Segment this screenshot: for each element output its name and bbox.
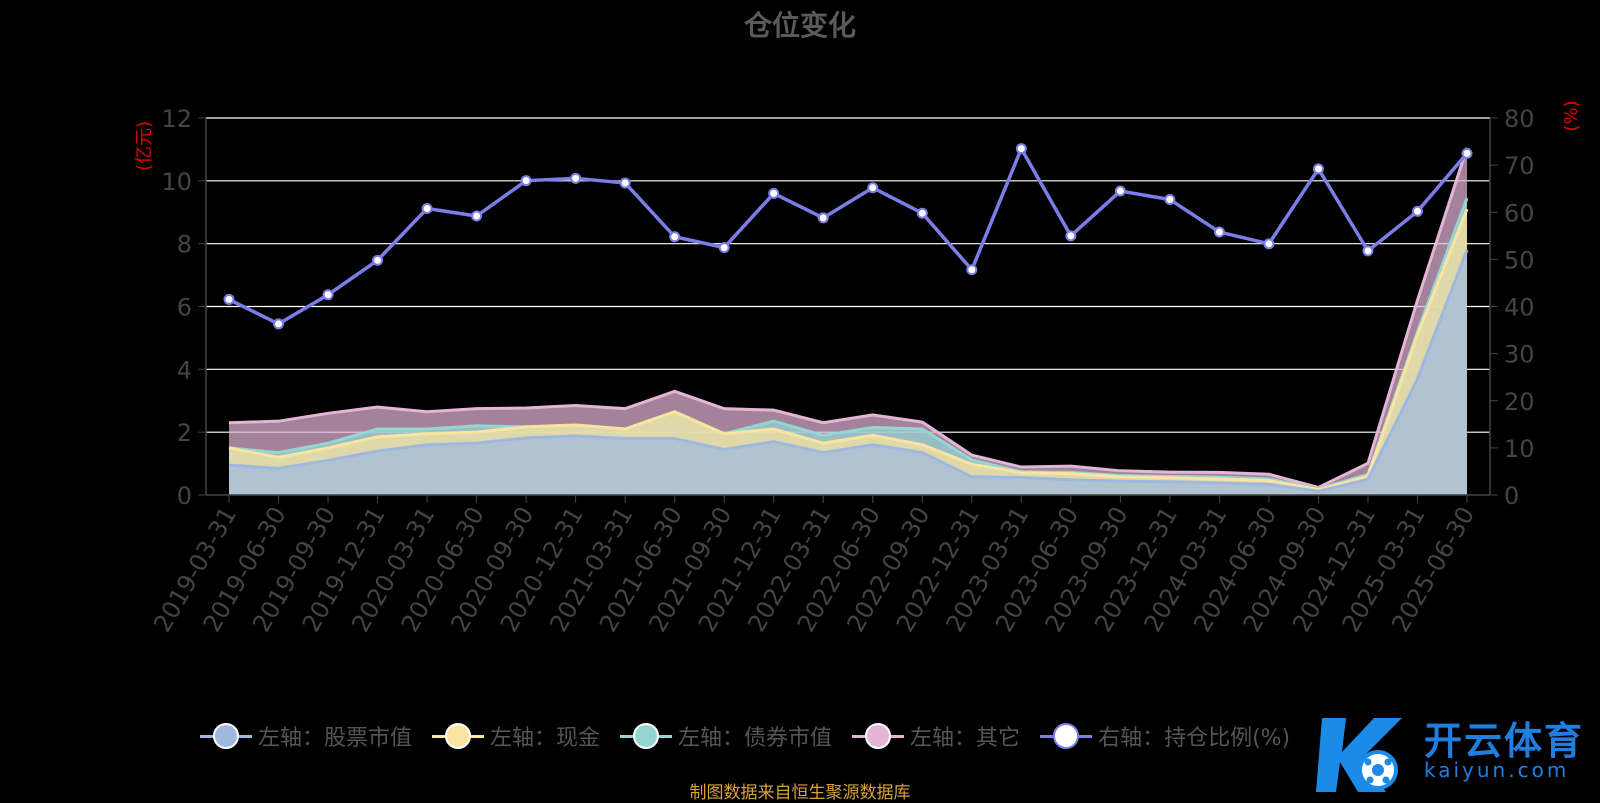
line-stock <box>228 249 1469 493</box>
ratio-point <box>1213 226 1225 238</box>
watermark-domain: kaiyun.com <box>1424 758 1570 782</box>
legend-label-cash: 左轴：现金 <box>490 726 601 751</box>
ratio-point <box>1114 185 1126 197</box>
left-axis-tick-label: 0 <box>177 482 192 510</box>
area-layer <box>228 147 1469 496</box>
ratio-point <box>1015 143 1027 155</box>
ratio-point <box>1065 230 1077 242</box>
ratio-point <box>1164 194 1176 206</box>
legend-label-stock: 左轴：股票市值 <box>258 726 413 751</box>
left-axis-tick-label: 12 <box>161 105 192 133</box>
right-axis-tick-label: 70 <box>1504 152 1535 180</box>
ratio-point <box>1312 163 1324 175</box>
legend-dot <box>213 723 239 749</box>
ratio-point <box>1263 238 1275 250</box>
legend-dot <box>445 723 472 749</box>
legend-label-ratio: 右轴：持仓比例(%) <box>1098 726 1291 751</box>
ratio-point <box>471 210 483 222</box>
right-axis-unit-label: (%) <box>1561 100 1582 131</box>
ratio-point <box>718 242 730 254</box>
left-axis-tick-label: 6 <box>177 294 192 322</box>
left-axis-tick-label: 10 <box>161 168 192 196</box>
legend-dot <box>865 723 892 749</box>
legend-label-bond: 左轴：债券市值 <box>678 726 833 751</box>
left-axis-tick-label: 8 <box>177 231 192 259</box>
right-axis-tick-label: 40 <box>1504 294 1535 322</box>
left-axis-unit-label: (亿元) <box>134 121 155 171</box>
ratio-point <box>867 182 879 194</box>
ratio-point <box>223 293 235 305</box>
ratio-point <box>966 264 978 276</box>
ratio-point <box>817 212 829 224</box>
legend-dot <box>633 723 660 749</box>
ratio-line-layer <box>223 143 1473 330</box>
ratio-point <box>619 177 631 189</box>
legend-marker-cash <box>432 721 485 751</box>
line-other <box>228 147 1469 490</box>
left-axis-tick-label: 2 <box>177 419 192 447</box>
right-axis-tick-label: 50 <box>1504 246 1535 274</box>
legend-item-stock[interactable]: 左轴：股票市值 <box>200 720 412 752</box>
legend-marker-bond <box>620 721 673 751</box>
legend-item-other[interactable]: 左轴：其它 <box>852 720 1020 752</box>
line-cash <box>228 208 1469 492</box>
legend-marker-ratio <box>1040 721 1093 751</box>
legend-item-cash[interactable]: 左轴：现金 <box>432 720 600 752</box>
area-stock <box>229 249 1467 495</box>
legend: 左轴：股票市值 左轴：现金 左轴：债券市值 左轴：其它 右轴：持仓比例(%) <box>200 718 1310 754</box>
watermark-brand: 开云体育 <box>1424 719 1585 763</box>
ratio-point <box>372 254 384 266</box>
right-axis-tick-label: 60 <box>1504 199 1535 227</box>
grid-layer <box>206 117 1490 433</box>
legend-item-ratio[interactable]: 右轴：持仓比例(%) <box>1040 720 1290 752</box>
legend-item-bond[interactable]: 左轴：债券市值 <box>620 720 832 752</box>
line-bond <box>228 197 1469 491</box>
source-note: 制图数据来自恒生聚源数据库 <box>689 783 911 803</box>
right-axis-tick-label: 10 <box>1504 435 1535 463</box>
ratio-point <box>916 207 928 219</box>
ratio-point <box>1461 147 1473 159</box>
ratio-point <box>1362 245 1374 257</box>
ratio-point <box>669 231 681 243</box>
ratio-point <box>421 202 433 214</box>
legend-dot <box>1053 723 1080 749</box>
chart-title: 仓位变化 <box>743 9 856 42</box>
ratio-point <box>273 318 285 330</box>
right-axis-tick-label: 0 <box>1504 482 1519 510</box>
ratio-point <box>322 289 334 301</box>
watermark: 开云体育 kaiyun.com <box>1312 700 1594 800</box>
ratio-point <box>768 187 780 199</box>
right-axis-tick-label: 30 <box>1504 341 1535 369</box>
legend-marker-other <box>852 721 905 751</box>
left-axis-tick-label: 4 <box>177 356 192 384</box>
ratio-point <box>1411 205 1423 217</box>
legend-marker-stock <box>200 721 252 751</box>
ratio-point <box>570 172 582 184</box>
legend-label-other: 左轴：其它 <box>910 726 1021 751</box>
right-axis-tick-label: 20 <box>1504 388 1535 416</box>
ratio-line <box>228 144 1469 326</box>
ratio-point <box>520 175 532 187</box>
kaiyun-logo-icon <box>1316 718 1402 792</box>
right-axis-tick-label: 80 <box>1504 105 1535 133</box>
